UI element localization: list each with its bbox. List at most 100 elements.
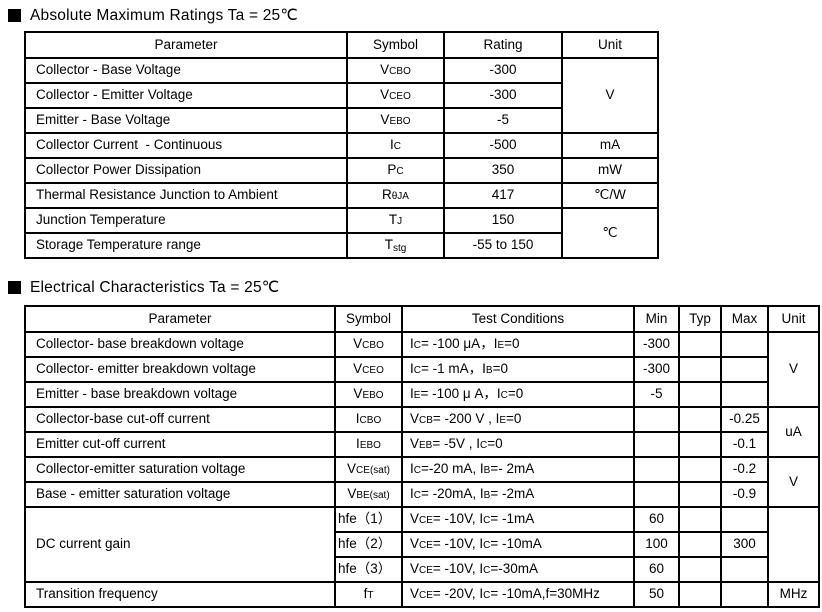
parameter-cell: Collector Current - Continuous [24,132,348,159]
rating-cell: 350 [443,157,563,184]
table-row: Collector Current - Continuous IC -500 m… [24,132,659,159]
col-header-parameter: Parameter [24,31,348,59]
table-row: Thermal Resistance Junction to Ambient R… [24,182,659,209]
parameter-cell: Emitter - base breakdown voltage [24,381,336,408]
test-conditions-cell: VCE= -10V, IC=-30mA [401,556,635,583]
min-cell [633,431,680,458]
symbol-cell: ICBO [334,406,403,433]
unit-cell: mW [561,157,659,184]
table-row: Collector Power Dissipation PC 350 mW [24,157,659,184]
table-row: Collector- emitter breakdown voltage VCE… [24,356,819,383]
min-cell [633,481,680,508]
table-row: Collector - Emitter Voltage VCEO -300 [24,82,658,109]
rating-cell: 417 [443,182,563,209]
col-header-symbol: Symbol [346,31,445,59]
typ-cell [678,431,722,458]
section-title-electrical-characteristics: Electrical Characteristics Ta = 25℃ [8,278,279,297]
max-cell: -0.2 [720,456,769,483]
symbol-cell: hfe（1） [334,506,403,533]
typ-cell [678,581,722,608]
symbol-cell: IC [346,132,445,159]
table-row: Storage Temperature range Tstg -55 to 15… [24,232,658,259]
col-header-min: Min [633,305,680,333]
table-header-row: Parameter Symbol Test Conditions Min Typ… [24,305,820,333]
symbol-cell: fT [334,581,403,608]
max-cell [720,506,769,533]
table-row: Emitter cut-off current IEBO VEB= -5V , … [24,431,819,458]
test-conditions-cell: VCE= -20V, IC= -10mA,f=30MHz [401,581,635,608]
table-row: hfe（2） VCE= -10V, IC= -10mA 100 300 [25,531,819,558]
test-conditions-cell: IC= -100 μA，IE=0 [401,331,635,358]
unit-cell: V [561,57,659,134]
min-cell: 50 [633,581,680,608]
test-conditions-cell: VCB= -200 V , IE=0 [401,406,635,433]
parameter-cell: Junction Temperature [24,207,348,234]
col-header-max: Max [720,305,769,333]
parameter-cell: Emitter cut-off current [24,431,336,458]
unit-cell: uA [767,406,820,458]
parameter-cell: Collector-base cut-off current [24,406,336,433]
max-cell [720,556,769,583]
rating-cell: -55 to 150 [443,232,563,259]
symbol-cell: VEBO [346,107,445,134]
symbol-cell: PC [346,157,445,184]
parameter-cell: Storage Temperature range [24,232,348,259]
parameter-cell: Collector - Base Voltage [24,57,348,84]
parameter-cell: Collector- emitter breakdown voltage [24,356,336,383]
symbol-cell: VEBO [334,381,403,408]
table-row: Collector-emitter saturation voltage VCE… [24,456,820,508]
typ-cell [678,406,722,433]
test-conditions-cell: VCE= -10V, IC= -10mA [401,531,635,558]
symbol-cell: IEBO [334,431,403,458]
table-row: Collector-base cut-off current ICBO VCB=… [24,406,820,458]
col-header-rating: Rating [443,31,563,59]
test-conditions-cell: IE= -100 μ A，IC=0 [401,381,635,408]
section-title-absolute-maximum-ratings: Absolute Maximum Ratings Ta = 25℃ [8,6,298,25]
col-header-parameter: Parameter [24,305,336,333]
symbol-cell: RθJA [346,182,445,209]
table-row: Emitter - Base Voltage VEBO -5 [24,107,658,134]
table-row: Emitter - base breakdown voltage VEBO IE… [24,381,819,408]
typ-cell [678,356,722,383]
parameter-cell: Transition frequency [24,581,336,608]
parameter-cell: Base - emitter saturation voltage [24,481,336,508]
unit-cell [767,506,820,583]
typ-cell [678,556,722,583]
unit-cell: MHz [767,581,820,608]
min-cell: 60 [633,506,680,533]
typ-cell [678,456,722,483]
rating-cell: 150 [443,207,563,234]
symbol-cell: VCEO [346,82,445,109]
symbol-cell: VBE(sat) [334,481,403,508]
min-cell [633,456,680,483]
col-header-unit: Unit [561,31,659,59]
unit-cell: mA [561,132,659,159]
typ-cell [678,506,722,533]
unit-cell: ℃ [561,207,659,259]
section-title-text: Electrical Characteristics Ta = 25℃ [30,279,280,296]
min-cell: -300 [633,356,680,383]
test-conditions-cell: IC= -20mA, IB= -2mA [401,481,635,508]
rating-cell: -300 [443,57,563,84]
table-row: Collector- base breakdown voltage VCBO I… [24,331,820,408]
max-cell [720,381,769,408]
table-row: Collector - Base Voltage VCBO -300 V [24,57,659,134]
black-square-icon [8,9,21,22]
col-header-test-conditions: Test Conditions [401,305,635,333]
test-conditions-cell: IC= -1 mA，IB=0 [401,356,635,383]
rating-cell: -300 [443,82,563,109]
col-header-unit: Unit [767,305,820,333]
table-row: DC current gain hfe（1） VCE= -10V, IC= -1… [24,506,820,583]
symbol-cell: VCE(sat) [334,456,403,483]
parameter-cell: DC current gain [24,506,336,583]
symbol-cell: VCBO [334,331,403,358]
parameter-cell: Collector-emitter saturation voltage [24,456,336,483]
table-row: Junction Temperature TJ 150 ℃ [24,207,659,259]
max-cell: 300 [720,531,769,558]
black-square-icon [8,281,21,294]
unit-cell: V [767,331,820,408]
typ-cell [678,531,722,558]
table-row: hfe（3） VCE= -10V, IC=-30mA 60 [25,556,819,583]
min-cell: 100 [633,531,680,558]
